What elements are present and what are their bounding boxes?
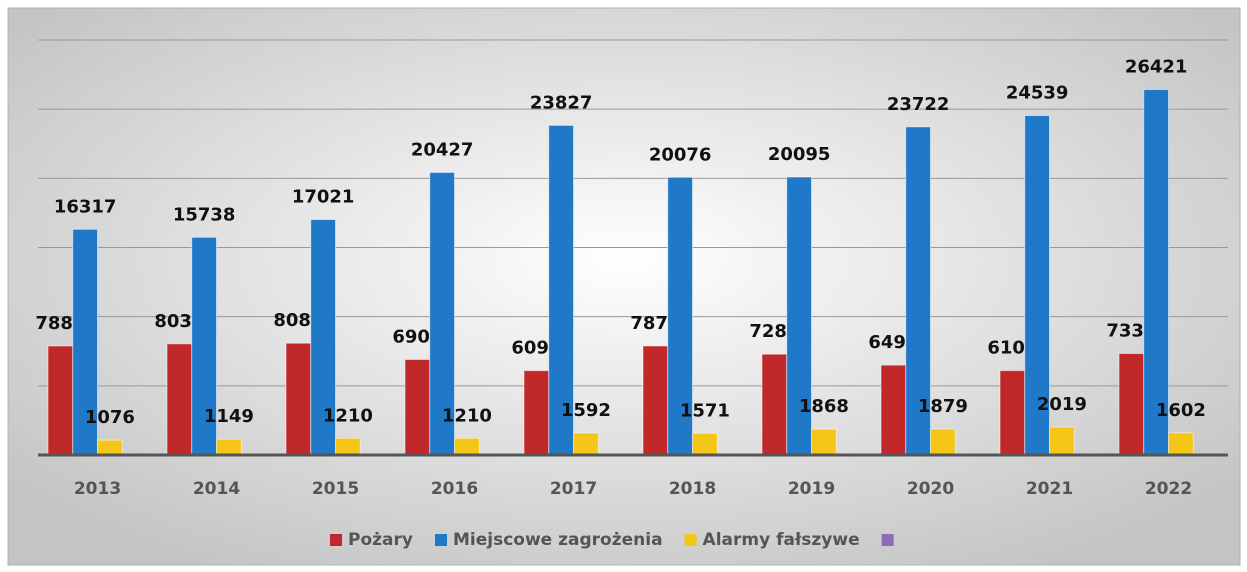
legend-swatch [881,534,894,546]
value-label: 1210 [323,405,373,426]
bar [310,219,336,456]
bar [72,228,98,456]
bar [905,126,931,456]
value-label: 1868 [799,396,849,417]
bar [335,437,361,456]
value-label: 1592 [561,400,611,421]
value-label: 1149 [204,406,254,427]
bar [404,359,431,456]
bar [429,171,455,456]
value-label: 15738 [173,204,236,225]
x-tick-label: 2014 [193,479,240,499]
x-tick-label: 2016 [431,479,478,499]
bar [454,437,480,456]
value-label: 1210 [442,405,492,426]
value-label: 20076 [649,144,712,165]
legend-label: Pożary [348,530,413,550]
value-label: 1571 [680,400,730,421]
bar [930,428,956,456]
legend-label: Miejscowe zagrożenia [453,530,663,550]
value-label: 17021 [292,187,355,208]
value-label: 1879 [918,396,968,417]
bar [285,342,312,456]
bar [548,124,574,456]
x-tick-label: 2019 [788,479,835,499]
bar [97,439,123,456]
value-label: 1602 [1156,400,1206,421]
x-tick-label: 2015 [312,479,359,499]
value-label: 24539 [1006,83,1069,104]
bar [761,353,788,456]
value-label: 23722 [887,94,950,115]
bar [216,438,242,456]
bar [1118,353,1145,456]
value-label: 2019 [1037,394,1087,415]
bar [47,345,74,456]
bar [880,364,907,456]
x-tick-label: 2022 [1145,479,1192,499]
x-tick-label: 2020 [907,479,954,499]
legend-swatch [330,534,342,546]
x-tick-label: 2021 [1026,479,1073,499]
bar [642,345,669,456]
x-tick-label: 2018 [669,479,716,499]
bar [1049,426,1075,456]
bar [1168,432,1194,456]
x-tick-label: 2017 [550,479,597,499]
value-label: 26421 [1125,57,1188,78]
bar [523,370,550,456]
value-label: 20427 [411,139,474,160]
legend-label: Alarmy fałszywe [703,530,860,550]
value-label: 20095 [768,144,831,165]
bar [692,432,718,456]
bar [191,236,217,456]
legend-swatch [434,534,447,546]
legend-swatch [684,534,697,546]
bar [166,343,193,456]
value-label: 16317 [54,196,117,217]
bar [573,432,599,456]
bar [999,370,1026,456]
bar [811,428,837,456]
x-tick-label: 2013 [74,479,121,499]
value-label: 23827 [530,92,593,113]
value-label: 1076 [85,407,135,428]
bar [667,176,693,456]
